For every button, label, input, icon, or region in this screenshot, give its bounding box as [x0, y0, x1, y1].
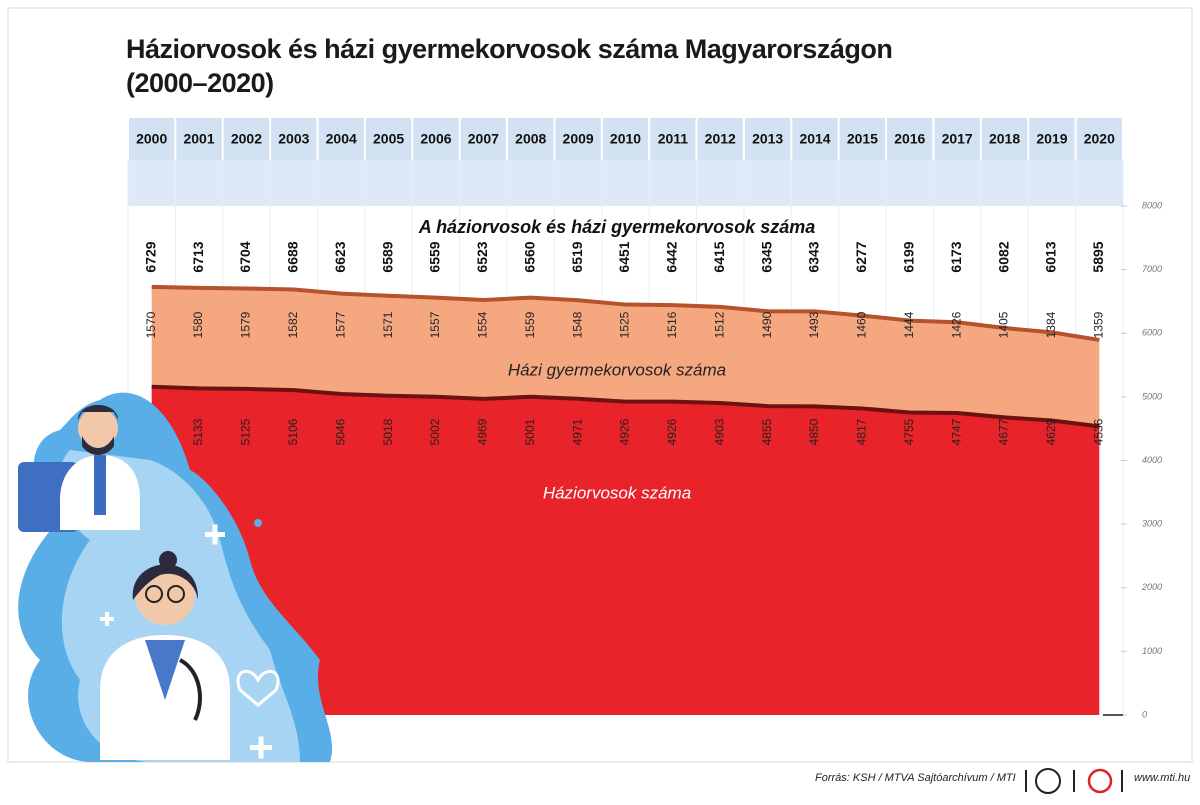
total-label: 6415 — [711, 241, 727, 272]
mtva-logo — [1035, 768, 1061, 794]
data-label: 1460 — [855, 311, 869, 338]
y-tick-label: 1000 — [1142, 646, 1162, 656]
hair2 — [132, 564, 199, 600]
y-tick-label: 0 — [1142, 709, 1147, 719]
data-label: 1512 — [712, 311, 726, 338]
data-label: 1384 — [1044, 311, 1058, 338]
series-name: Házi gyermekorvosok száma — [508, 360, 726, 379]
x-tick-label: 2010 — [610, 131, 641, 147]
total-label: 6345 — [758, 241, 774, 272]
glasses — [145, 585, 163, 603]
total-label: 6199 — [900, 241, 916, 272]
bun — [159, 551, 177, 569]
logos — [1025, 768, 1123, 794]
data-label: 4629 — [1044, 418, 1058, 445]
source: Forrás: KSH / MTVA Sajtóarchívum / MTI — [815, 772, 1016, 784]
x-tick-label: 2020 — [1084, 131, 1115, 147]
x-tick-label: 2007 — [468, 131, 499, 147]
plus-icons — [100, 524, 272, 759]
data-label: 1548 — [570, 311, 584, 338]
stethoscope — [178, 658, 202, 721]
mti-logo — [1087, 768, 1113, 794]
y-tick-label: 4000 — [1142, 455, 1162, 465]
x-tick-label: 2015 — [847, 131, 878, 147]
illustration — [18, 392, 333, 762]
x-tick-label: 2014 — [799, 131, 830, 147]
total-label: 6560 — [521, 241, 537, 272]
data-label: 4969 — [476, 418, 490, 445]
total-label: 6519 — [569, 241, 585, 272]
data-label: 5018 — [381, 418, 395, 445]
y-tick-label: 8000 — [1142, 200, 1162, 210]
y-tick-label: 7000 — [1142, 264, 1162, 274]
head — [78, 408, 118, 448]
total-label: 6013 — [1043, 241, 1059, 272]
y-tick-label: 6000 — [1142, 328, 1162, 338]
data-label: 4903 — [712, 418, 726, 445]
x-tick-label: 2011 — [658, 131, 689, 147]
data-label: 4536 — [1091, 418, 1105, 445]
data-label: 4755 — [902, 418, 916, 445]
data-label: 4926 — [618, 418, 632, 445]
series-name: Háziorvosok száma — [543, 483, 691, 502]
data-label: 4747 — [949, 418, 963, 445]
chart-subtitle: (2000–2020) — [126, 68, 274, 98]
series-name: A háziorvosok és házi gyermekorvosok szá… — [418, 217, 816, 237]
scrubs — [145, 640, 185, 700]
data-label: 1405 — [997, 311, 1011, 338]
data-label: 1525 — [618, 311, 632, 338]
total-label: 6523 — [474, 241, 490, 272]
y-tick-label: 3000 — [1142, 519, 1162, 529]
total-label: 6589 — [379, 241, 395, 272]
total-label: 6559 — [427, 241, 443, 272]
chart-title: Háziorvosok és házi gyermekorvosok száma… — [126, 34, 893, 64]
data-label: 1571 — [381, 311, 395, 338]
x-tick-label: 2012 — [705, 131, 736, 147]
data-label: 1516 — [665, 311, 679, 338]
x-tick-label: 2005 — [373, 131, 404, 147]
hair — [78, 405, 118, 420]
data-label: 4971 — [570, 418, 584, 445]
data-label: 1359 — [1091, 311, 1105, 338]
x-tick-label: 2019 — [1036, 131, 1067, 147]
website: www.mti.hu — [1134, 772, 1191, 784]
x-tick-label: 2016 — [894, 131, 925, 147]
x-tick-label: 2013 — [752, 131, 783, 147]
x-tick-label: 2009 — [563, 131, 594, 147]
x-tick-label: 2006 — [420, 131, 451, 147]
y-tick-label: 2000 — [1141, 582, 1162, 592]
x-tick-label: 2008 — [515, 131, 546, 147]
total-label: 6173 — [948, 241, 964, 272]
tie — [94, 455, 106, 515]
data-label: 4926 — [665, 418, 679, 445]
beard — [82, 436, 114, 455]
data-label: 4677 — [997, 418, 1011, 445]
data-label: 4817 — [855, 418, 869, 445]
data-label: 1490 — [760, 311, 774, 338]
total-label: 6343 — [806, 241, 822, 272]
total-label: 6277 — [853, 241, 869, 272]
total-label: 6442 — [664, 241, 680, 272]
data-label: 1557 — [428, 311, 442, 338]
y-tick-label: 5000 — [1142, 391, 1162, 401]
data-label: 4850 — [807, 418, 821, 445]
data-label: 1444 — [902, 311, 916, 338]
x-tick-label: 2018 — [989, 131, 1020, 147]
data-label: 5002 — [428, 418, 442, 445]
x-tick-label: 2017 — [942, 131, 973, 147]
data-label: 1493 — [807, 311, 821, 338]
data-label: 1559 — [523, 311, 537, 338]
total-label: 6451 — [616, 241, 632, 272]
data-label: 5001 — [523, 418, 537, 445]
data-label: 1426 — [949, 311, 963, 338]
data-label: 4855 — [760, 418, 774, 445]
dot — [25, 607, 35, 617]
dot — [254, 519, 262, 527]
glasses — [167, 585, 185, 603]
total-label: 5895 — [1090, 241, 1106, 272]
heart-icon — [236, 669, 280, 707]
total-label: 6082 — [995, 241, 1011, 272]
data-label: 1554 — [476, 311, 490, 338]
